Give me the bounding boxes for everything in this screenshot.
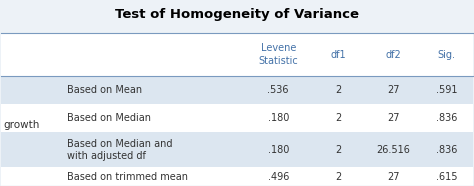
- Text: Test of Homogeneity of Variance: Test of Homogeneity of Variance: [115, 8, 359, 21]
- Bar: [1, 104, 473, 132]
- Bar: [1, 132, 473, 167]
- Text: .536: .536: [267, 85, 289, 95]
- Text: 27: 27: [387, 172, 400, 182]
- Text: 2: 2: [335, 172, 341, 182]
- Text: growth: growth: [4, 119, 40, 129]
- Bar: [1, 167, 473, 186]
- Text: .180: .180: [267, 145, 289, 155]
- Text: .591: .591: [436, 85, 457, 95]
- Text: .836: .836: [436, 113, 457, 123]
- Text: Based on Mean: Based on Mean: [67, 85, 143, 95]
- Text: df2: df2: [386, 50, 401, 60]
- Text: 2: 2: [335, 85, 341, 95]
- Text: df1: df1: [330, 50, 346, 60]
- Text: Levene
Statistic: Levene Statistic: [258, 44, 298, 66]
- Text: .496: .496: [267, 172, 289, 182]
- Text: 2: 2: [335, 113, 341, 123]
- Text: Based on Median: Based on Median: [67, 113, 151, 123]
- Text: 27: 27: [387, 113, 400, 123]
- Text: .180: .180: [267, 113, 289, 123]
- Text: .836: .836: [436, 145, 457, 155]
- Text: .615: .615: [436, 172, 457, 182]
- Text: 26.516: 26.516: [377, 145, 410, 155]
- Bar: [1, 76, 473, 104]
- Text: Sig.: Sig.: [438, 50, 456, 60]
- Text: 2: 2: [335, 145, 341, 155]
- Bar: [1, 33, 473, 76]
- Text: Based on trimmed mean: Based on trimmed mean: [67, 172, 188, 182]
- Text: 27: 27: [387, 85, 400, 95]
- Text: Based on Median and
with adjusted df: Based on Median and with adjusted df: [67, 139, 173, 161]
